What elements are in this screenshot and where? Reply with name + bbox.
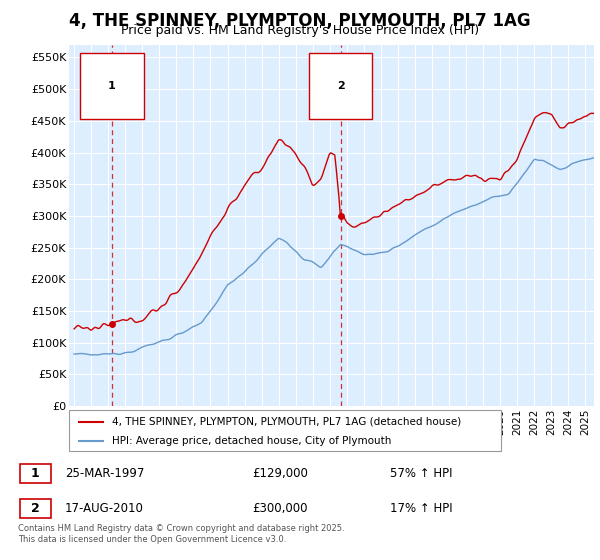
Text: 17-AUG-2010: 17-AUG-2010 — [65, 502, 143, 515]
Text: £300,000: £300,000 — [252, 502, 308, 515]
Text: £129,000: £129,000 — [252, 467, 308, 480]
Text: 17% ↑ HPI: 17% ↑ HPI — [390, 502, 452, 515]
Text: 57% ↑ HPI: 57% ↑ HPI — [390, 467, 452, 480]
Text: Price paid vs. HM Land Registry's House Price Index (HPI): Price paid vs. HM Land Registry's House … — [121, 24, 479, 37]
FancyBboxPatch shape — [20, 464, 51, 483]
Text: 1: 1 — [108, 81, 116, 91]
FancyBboxPatch shape — [20, 499, 51, 518]
Text: Contains HM Land Registry data © Crown copyright and database right 2025.
This d: Contains HM Land Registry data © Crown c… — [18, 524, 344, 544]
FancyBboxPatch shape — [69, 410, 501, 451]
Text: 4, THE SPINNEY, PLYMPTON, PLYMOUTH, PL7 1AG: 4, THE SPINNEY, PLYMPTON, PLYMOUTH, PL7 … — [69, 12, 531, 30]
Text: 4, THE SPINNEY, PLYMPTON, PLYMOUTH, PL7 1AG (detached house): 4, THE SPINNEY, PLYMPTON, PLYMOUTH, PL7 … — [112, 417, 461, 427]
Text: 1: 1 — [31, 467, 40, 480]
Text: HPI: Average price, detached house, City of Plymouth: HPI: Average price, detached house, City… — [112, 436, 392, 446]
Text: 2: 2 — [337, 81, 344, 91]
Text: 25-MAR-1997: 25-MAR-1997 — [65, 467, 144, 480]
Text: 2: 2 — [31, 502, 40, 515]
